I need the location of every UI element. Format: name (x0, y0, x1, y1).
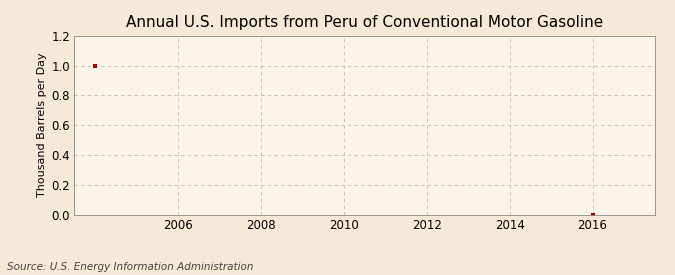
Title: Annual U.S. Imports from Peru of Conventional Motor Gasoline: Annual U.S. Imports from Peru of Convent… (126, 15, 603, 31)
Text: Source: U.S. Energy Information Administration: Source: U.S. Energy Information Administ… (7, 262, 253, 272)
Y-axis label: Thousand Barrels per Day: Thousand Barrels per Day (37, 53, 47, 197)
